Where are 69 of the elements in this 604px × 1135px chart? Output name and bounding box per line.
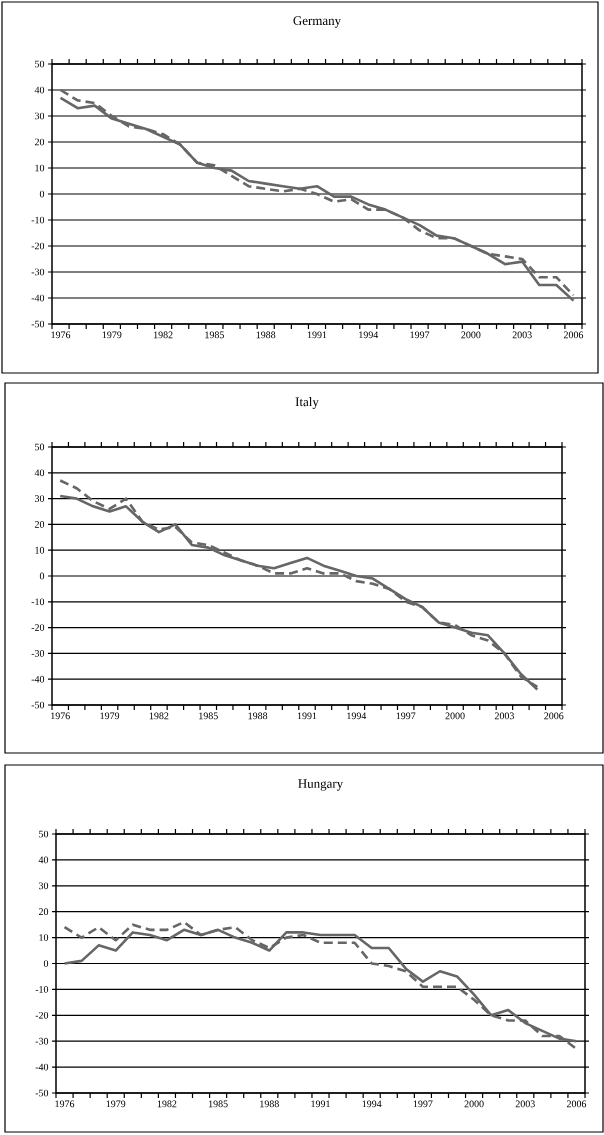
- y-tick-label: 50: [39, 830, 49, 838]
- y-tick-label: -20: [31, 624, 45, 631]
- x-tick-label: 2000: [464, 1100, 484, 1108]
- y-tick-label: -30: [31, 650, 45, 657]
- x-tick-label: 2000: [445, 712, 465, 720]
- y-tick-label: -50: [31, 701, 45, 709]
- x-tick-label: 1988: [260, 1100, 279, 1108]
- y-tick-label: -10: [35, 986, 49, 993]
- chart-title: Italy: [295, 397, 319, 409]
- y-tick-label: 20: [38, 908, 49, 916]
- y-tick-label: -10: [31, 216, 45, 224]
- y-tick-label: -40: [35, 1063, 49, 1071]
- x-tick-label: 1994: [359, 331, 379, 339]
- y-tick-label: 0: [39, 190, 45, 198]
- x-tick-label: 1994: [362, 1100, 382, 1108]
- x-tick-label: 2006: [566, 1100, 587, 1108]
- y-tick-label: 30: [39, 882, 49, 890]
- x-tick-label: 1997: [413, 1100, 433, 1108]
- x-tick-label: 1979: [100, 712, 120, 720]
- y-tick-label: 20: [34, 521, 45, 528]
- y-tick-label: 30: [35, 112, 45, 120]
- y-tick-label: 50: [35, 443, 45, 451]
- y-tick-label: -40: [31, 675, 45, 683]
- x-tick-label: 1991: [307, 331, 327, 339]
- x-tick-label: 1991: [311, 1100, 330, 1108]
- y-tick-label: -20: [35, 1011, 49, 1019]
- x-tick-label: 1985: [209, 1100, 228, 1108]
- y-tick-label: -50: [35, 1089, 49, 1097]
- chart-title: Germany: [293, 16, 342, 28]
- x-tick-label: 1976: [51, 712, 70, 720]
- x-tick-label: 1985: [199, 712, 218, 720]
- y-tick-label: 20: [34, 138, 45, 146]
- x-tick-label: 2006: [563, 331, 584, 339]
- x-tick-label: 1976: [51, 331, 71, 339]
- x-tick-label: 1991: [297, 712, 317, 720]
- y-tick-label: -20: [31, 242, 45, 250]
- y-tick-label: 0: [39, 572, 45, 580]
- y-tick-label: -40: [31, 294, 45, 302]
- y-tick-label: 10: [39, 934, 49, 941]
- y-tick-label: 10: [35, 164, 45, 172]
- x-tick-label: 1997: [410, 331, 430, 339]
- x-tick-label: 2000: [461, 331, 481, 339]
- y-tick-label: 40: [34, 469, 45, 477]
- y-tick-label: 10: [35, 546, 45, 554]
- x-tick-label: 1982: [157, 1100, 177, 1108]
- x-tick-label: 2006: [544, 712, 564, 720]
- x-tick-label: 2003: [494, 712, 514, 720]
- y-tick-label: -10: [31, 598, 45, 606]
- y-tick-label: 40: [38, 856, 49, 864]
- x-tick-label: 1994: [347, 712, 367, 720]
- x-tick-label: 1985: [205, 331, 224, 339]
- y-tick-label: -30: [31, 268, 45, 276]
- x-tick-label: 2003: [512, 331, 532, 339]
- x-tick-label: 1982: [154, 331, 173, 339]
- x-tick-label: 1982: [149, 712, 169, 720]
- chart-title: Hungary: [298, 779, 344, 791]
- y-tick-label: 0: [43, 960, 49, 967]
- x-tick-label: 1988: [248, 712, 268, 720]
- x-tick-label: 1979: [106, 1100, 126, 1108]
- y-tick-label: 40: [34, 86, 45, 94]
- x-tick-label: 2003: [515, 1100, 535, 1108]
- x-tick-label: 1997: [396, 712, 416, 720]
- y-tick-label: -50: [31, 320, 45, 328]
- y-tick-label: 50: [35, 60, 45, 68]
- x-tick-label: 1988: [256, 331, 276, 339]
- y-tick-label: -30: [35, 1037, 49, 1045]
- x-tick-label: 1976: [55, 1100, 75, 1108]
- y-tick-label: 30: [35, 495, 45, 502]
- x-tick-label: 1979: [102, 331, 122, 339]
